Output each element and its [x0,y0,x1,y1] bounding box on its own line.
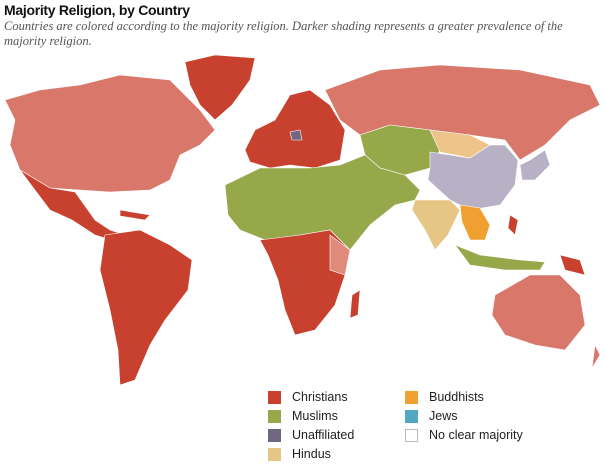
region-greenland [184,54,256,121]
region-north-america [4,74,216,193]
swatch-christians [268,390,281,404]
region-papua-new-guinea [559,254,586,276]
region-south-america [99,229,193,386]
region-china [427,144,519,211]
region-europe [244,89,346,169]
swatch-muslims [268,409,281,423]
map-subtitle: Countries are colored according to the m… [4,19,563,48]
region-sub-saharan-africa [259,229,351,336]
legend-label: Buddhists [429,390,484,404]
swatch-buddhists [405,390,418,404]
legend: Christians Buddhists Muslims Jews Unaffi… [268,389,545,462]
map-title: Majority Religion, by Country [4,2,190,18]
swatch-hindus [268,447,281,461]
legend-item-no-clear-majority: No clear majority [405,427,545,443]
legend-item-unaffiliated: Unaffiliated [268,427,405,443]
legend-item-jews: Jews [405,408,545,424]
legend-label: Hindus [292,447,331,461]
legend-item-buddhists: Buddhists [405,389,545,405]
legend-label: Christians [292,390,348,404]
region-east-africa-light [329,234,351,276]
region-southeast-asia [459,204,491,241]
region-north-africa-middle-east [224,154,421,251]
legend-label: Muslims [292,409,338,423]
world-map [4,54,601,386]
region-madagascar [349,289,361,319]
swatch-unaffiliated [268,428,281,442]
swatch-jews [405,409,418,423]
region-caribbean [119,209,151,221]
region-new-zealand [591,343,601,369]
region-australia [491,274,586,351]
region-indonesia [454,244,546,271]
legend-item-hindus: Hindus [268,446,405,462]
legend-label: No clear majority [429,428,523,442]
region-philippines [507,214,519,236]
region-europe-unaffiliated [289,129,303,141]
legend-label: Unaffiliated [292,428,355,442]
legend-label: Jews [429,409,458,423]
region-korea-japan [519,149,551,181]
legend-item-christians: Christians [268,389,405,405]
region-india [411,199,461,251]
swatch-no-clear-majority [405,428,418,442]
legend-item-muslims: Muslims [268,408,405,424]
